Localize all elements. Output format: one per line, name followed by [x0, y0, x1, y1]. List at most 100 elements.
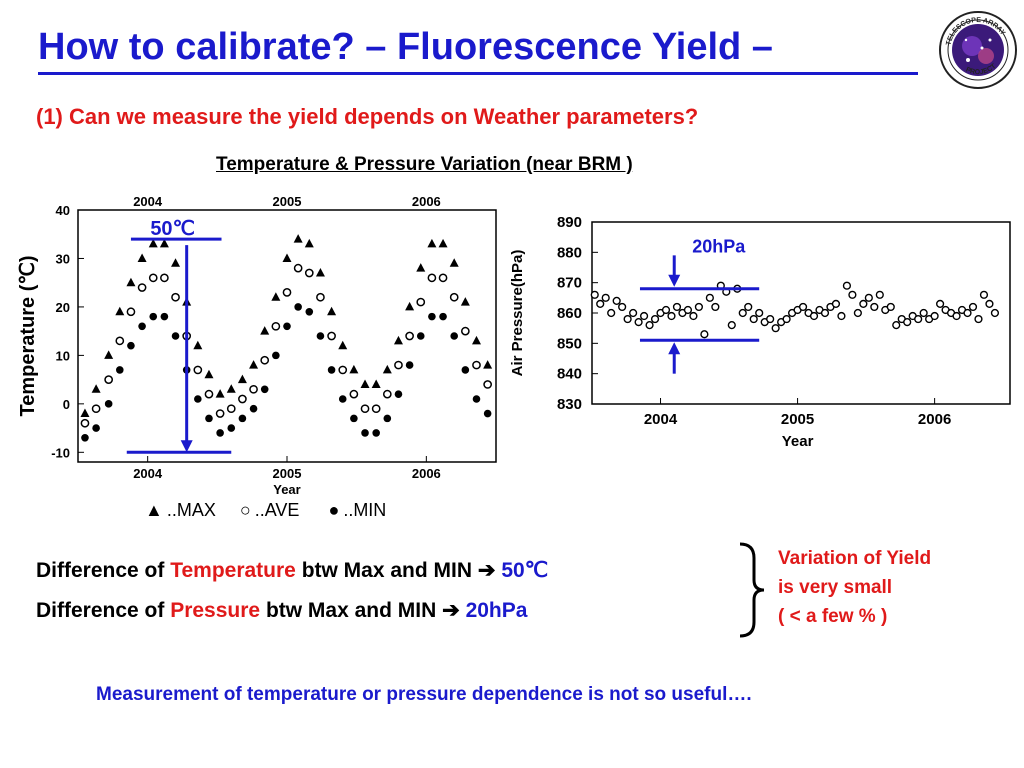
- pressure-point: [650, 314, 660, 324]
- y-tick-label: -10: [51, 445, 70, 460]
- min-point: [104, 400, 113, 408]
- y-tick-label: 0: [63, 397, 70, 412]
- max-point: [237, 374, 247, 384]
- pressure-point: [952, 311, 961, 321]
- ave-point: [126, 307, 136, 317]
- ave-point: [438, 273, 448, 283]
- min-point: [305, 307, 314, 316]
- ave-point: [483, 380, 492, 389]
- min-point: [461, 366, 470, 374]
- y-tick-label: 20: [56, 300, 70, 315]
- ave-point: [204, 389, 214, 399]
- min-point: [394, 390, 403, 398]
- min-point: [149, 312, 158, 321]
- max-point: [360, 379, 370, 388]
- min-point: [338, 395, 347, 403]
- y-tick-label: 860: [557, 305, 582, 322]
- y-tick-label: 840: [557, 366, 582, 383]
- max-point: [349, 364, 359, 374]
- pressure-point: [820, 308, 830, 318]
- pressure-point: [645, 321, 654, 330]
- min-point: [160, 312, 169, 321]
- min-point: [416, 332, 425, 340]
- min-point: [216, 429, 224, 437]
- max-point: [104, 350, 114, 359]
- min-point: [450, 332, 459, 340]
- footer-statement: Measurement of temperature or pressure d…: [96, 684, 752, 705]
- ave-point: [382, 389, 392, 399]
- ave-point: [104, 375, 114, 384]
- pressure-point: [601, 293, 610, 302]
- max-point: [460, 297, 470, 306]
- x-tick-label: 2004: [644, 411, 678, 428]
- pressure-difference-line: Difference of Pressure btw Max and MIN ➔…: [36, 598, 527, 623]
- ave-point: [226, 404, 236, 414]
- temperature-chart: 40 30 20 10 0 -10 2004 2005 2006 2004 2005 2006 Year…: [17, 194, 497, 497]
- diff-temp-value: 50℃: [501, 559, 549, 582]
- ave-point: [260, 355, 270, 365]
- telescope-array-logo: TELESCOPE ARRAY PROJECT: [939, 11, 1017, 89]
- ave-point: [282, 288, 292, 297]
- y-tick-label: 40: [56, 203, 70, 218]
- ave-point: [338, 365, 348, 375]
- x-tick-label: 2004: [133, 466, 163, 481]
- pressure-point: [936, 299, 945, 309]
- min-point: [138, 322, 146, 331]
- pressure-point: [738, 308, 747, 318]
- min-point: [171, 332, 180, 340]
- conclusion-box: Variation of Yield is very small ( < a f…: [778, 544, 931, 631]
- min-point: [116, 366, 124, 374]
- max-point: [282, 253, 292, 262]
- max-point: [315, 268, 325, 277]
- pressure-point: [629, 308, 638, 318]
- ave-point: [115, 336, 125, 346]
- diff-temp-prefix: Difference of: [36, 559, 171, 582]
- max-point: [382, 364, 392, 374]
- min-point: [428, 312, 436, 321]
- pressure-point: [667, 311, 676, 321]
- ave-point: [91, 404, 101, 414]
- pressure-point: [990, 308, 1000, 318]
- max-point: [427, 238, 437, 248]
- top-tick-label: 2005: [273, 194, 302, 209]
- max-point: [204, 369, 214, 379]
- pressure-point: [705, 293, 714, 302]
- ave-point: [427, 273, 437, 283]
- max-point: [371, 379, 381, 388]
- max-point: [271, 292, 281, 301]
- ave-point: [460, 326, 470, 336]
- min-point: [81, 433, 89, 442]
- pressure-point: [919, 308, 928, 318]
- x-tick-label: 2005: [781, 411, 814, 428]
- x-tick-label: 2005: [273, 466, 302, 481]
- max-point: [226, 384, 236, 393]
- x-axis-label: Year: [782, 433, 814, 450]
- max-point: [80, 408, 90, 418]
- y-axis-label: Air Pressure(hPa): [509, 250, 526, 377]
- pressure-chart: 890 880 870 860 850 840 830 2004 2005 2006 Year Air…: [509, 214, 1011, 450]
- min-point: [472, 395, 481, 403]
- ave-point: [171, 292, 180, 302]
- min-point: [383, 414, 392, 423]
- ave-point: [215, 409, 225, 418]
- pressure-point: [930, 311, 939, 321]
- pressure-point: [744, 302, 753, 312]
- pressure-point: [771, 324, 780, 333]
- arrow-right-icon: ➔: [442, 599, 460, 622]
- ave-point: [238, 394, 247, 404]
- pressure-point: [974, 314, 983, 324]
- pressure-point: [689, 311, 698, 321]
- pressure-point: [634, 317, 643, 327]
- y-tick-label: 880: [557, 244, 582, 261]
- min-point: [227, 424, 236, 432]
- pressure-point: [755, 308, 764, 318]
- diff-press-keyword: Pressure: [170, 599, 261, 622]
- pressure-point: [590, 290, 599, 299]
- max-point: [148, 238, 158, 248]
- max-point: [393, 335, 403, 345]
- pressure-point: [639, 311, 649, 321]
- pressure-point: [798, 302, 808, 312]
- pressure-point: [694, 302, 703, 312]
- conclusion-line-2: is very small: [778, 577, 893, 598]
- pressure-point: [749, 314, 758, 324]
